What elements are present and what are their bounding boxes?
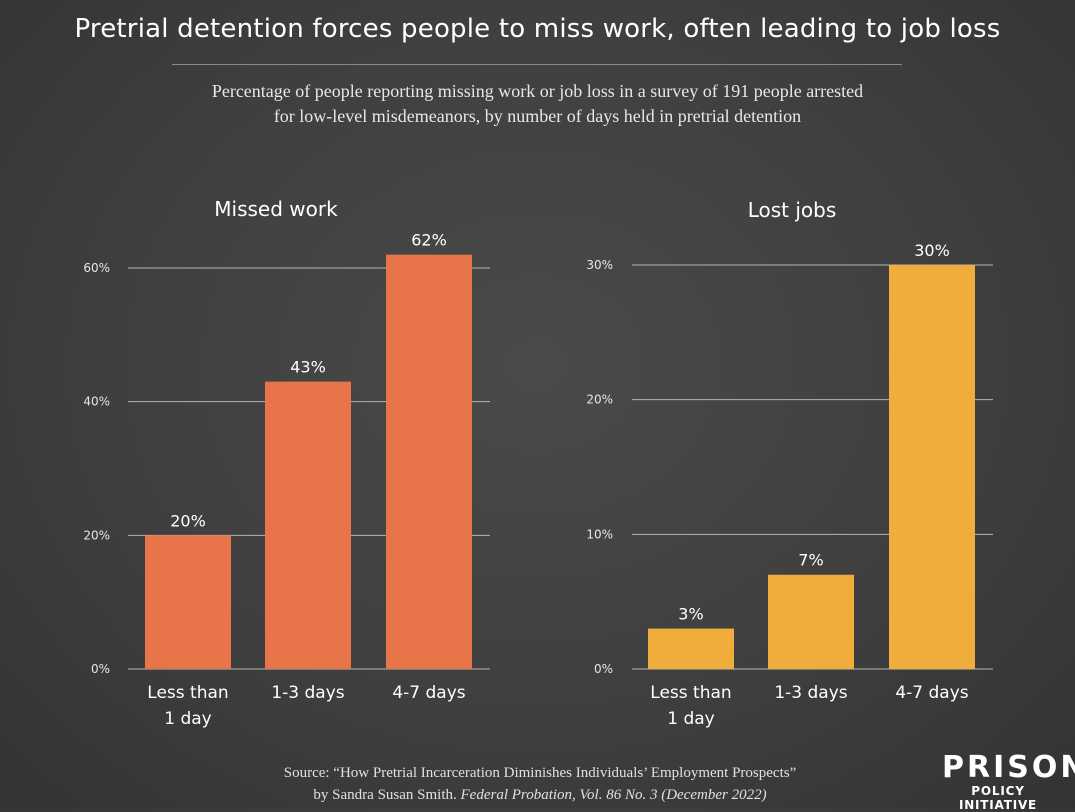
y-tick-label: 30% bbox=[586, 258, 613, 272]
source-note: Source: “How Pretrial Incarceration Dimi… bbox=[190, 762, 890, 806]
bar bbox=[648, 628, 734, 669]
data-label: 62% bbox=[411, 231, 447, 250]
x-category-label: Less than bbox=[147, 683, 228, 703]
y-tick-label: 60% bbox=[83, 261, 110, 275]
data-label: 20% bbox=[170, 511, 206, 530]
logo-line-1: PRISON bbox=[942, 750, 1075, 785]
subtitle-line-2: for low-level misdemeanors, by number of… bbox=[273, 106, 802, 126]
bar bbox=[265, 381, 351, 669]
y-tick-label: 20% bbox=[586, 393, 613, 407]
x-category-label: 1 day bbox=[667, 709, 715, 729]
x-category-label: 1-3 days bbox=[774, 683, 847, 703]
data-label: 3% bbox=[678, 605, 703, 624]
bar bbox=[768, 574, 854, 669]
chart-title: Pretrial detention forces people to miss… bbox=[74, 14, 1001, 44]
source-publication: Federal Probation, Vol. 86 No. 3 (Decemb… bbox=[460, 787, 767, 803]
data-label: 43% bbox=[290, 358, 326, 377]
data-label: 7% bbox=[798, 551, 823, 570]
data-label: 30% bbox=[914, 241, 950, 260]
chart-subtitle: Percentage of people reporting missing w… bbox=[150, 79, 925, 129]
y-tick-label: 0% bbox=[91, 662, 110, 676]
x-category-label: 1-3 days bbox=[271, 683, 344, 703]
prison-policy-initiative-logo: PRISON POLICY INITIATIVE bbox=[942, 750, 1075, 812]
title-divider bbox=[172, 64, 902, 65]
source-line-2: by Sandra Susan Smith. Federal Probation… bbox=[190, 784, 890, 806]
x-category-label: 1 day bbox=[164, 709, 212, 729]
panel-title: Lost jobs bbox=[748, 198, 837, 222]
bar bbox=[145, 535, 231, 669]
subtitle-line-1: Percentage of people reporting missing w… bbox=[211, 81, 864, 101]
bar bbox=[386, 254, 472, 669]
source-author: by Sandra Susan Smith. bbox=[313, 787, 461, 803]
y-tick-label: 40% bbox=[83, 395, 110, 409]
bar bbox=[889, 265, 975, 669]
y-tick-label: 20% bbox=[83, 528, 110, 542]
y-tick-label: 0% bbox=[594, 662, 613, 676]
x-category-label: 4-7 days bbox=[392, 683, 465, 703]
y-tick-label: 10% bbox=[586, 527, 613, 541]
panel-title: Missed work bbox=[214, 197, 338, 221]
x-category-label: Less than bbox=[650, 683, 731, 703]
x-category-label: 4-7 days bbox=[895, 683, 968, 703]
source-line-1: Source: “How Pretrial Incarceration Dimi… bbox=[283, 765, 797, 781]
